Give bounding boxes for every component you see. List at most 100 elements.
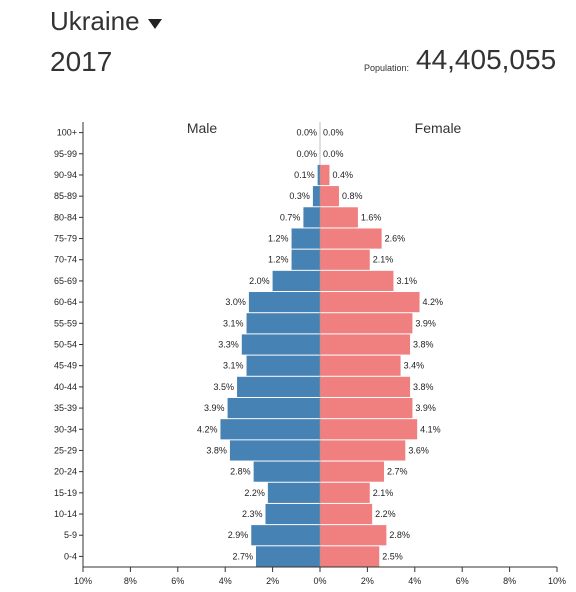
data-label-male: 3.1% — [223, 361, 244, 371]
x-tick-label: 10% — [548, 576, 566, 586]
bar-male — [317, 164, 320, 186]
data-label-male: 0.0% — [296, 149, 317, 159]
y-tick-label: 90-94 — [54, 170, 77, 180]
data-label-male: 4.2% — [197, 424, 218, 434]
bar-female — [320, 313, 413, 334]
data-label-female: 0.0% — [323, 128, 344, 138]
y-tick-label: 15-19 — [54, 488, 77, 498]
data-label-male: 3.1% — [223, 318, 244, 328]
bar-female — [320, 461, 384, 482]
y-tick-label: 50-54 — [54, 340, 77, 350]
data-label-female: 0.0% — [323, 149, 344, 159]
x-tick-label: 8% — [503, 576, 516, 586]
data-label-female: 4.2% — [423, 297, 444, 307]
data-label-male: 3.8% — [206, 445, 227, 455]
bar-male — [256, 546, 320, 567]
data-label-male: 1.2% — [268, 234, 289, 244]
bar-male — [312, 186, 320, 207]
bar-female — [320, 164, 330, 186]
data-label-male: 0.1% — [294, 170, 315, 180]
data-label-male: 3.0% — [225, 297, 246, 307]
y-tick-label: 20-24 — [54, 467, 77, 477]
y-tick-label: 25-29 — [54, 445, 77, 455]
y-tick-label: 5-9 — [64, 530, 77, 540]
data-label-female: 1.6% — [361, 212, 382, 222]
data-label-female: 3.8% — [413, 340, 434, 350]
population-pyramid-chart: Male Female 100+ 0.0% 0.0% 95-99 0.0% 0.0% 90-94… — [54, 120, 566, 586]
x-tick-label: 6% — [456, 576, 469, 586]
data-label-male: 0.3% — [289, 191, 310, 201]
y-tick-label: 100+ — [57, 128, 77, 138]
bar-female — [320, 355, 401, 376]
bar-female — [320, 525, 387, 546]
bar-female — [320, 482, 370, 503]
data-label-male: 3.3% — [218, 340, 239, 350]
bar-male — [251, 525, 320, 546]
data-label-female: 0.8% — [342, 191, 363, 201]
y-tick-label: 10-14 — [54, 509, 77, 519]
y-tick-label: 85-89 — [54, 191, 77, 201]
bar-male — [303, 207, 320, 228]
x-tick-label: 10% — [74, 576, 92, 586]
bar-male — [267, 482, 320, 503]
bar-male — [248, 292, 320, 313]
data-label-male: 2.8% — [230, 467, 251, 477]
data-label-female: 2.1% — [373, 488, 394, 498]
data-label-female: 2.6% — [385, 234, 406, 244]
legend-female-label: Female — [415, 120, 462, 136]
x-tick-label: 2% — [361, 576, 374, 586]
data-label-female: 3.8% — [413, 382, 434, 392]
bar-male — [246, 355, 320, 376]
data-label-female: 3.9% — [415, 403, 436, 413]
y-tick-label: 80-84 — [54, 212, 77, 222]
bar-female — [320, 376, 411, 397]
y-tick-label: 65-69 — [54, 276, 77, 286]
bar-male — [227, 397, 320, 419]
data-label-male: 1.2% — [268, 255, 289, 265]
bar-male — [237, 376, 320, 397]
bar-female — [320, 419, 418, 440]
chevron-down-icon[interactable] — [147, 18, 162, 29]
data-label-female: 2.8% — [389, 530, 410, 540]
data-label-female: 3.6% — [408, 445, 429, 455]
x-tick-label: 4% — [219, 576, 232, 586]
data-label-male: 2.7% — [232, 551, 253, 561]
bar-female — [320, 186, 339, 207]
data-label-male: 3.5% — [214, 382, 235, 392]
y-tick-label: 0-4 — [64, 551, 77, 561]
bar-male — [265, 503, 320, 525]
bar-male — [241, 334, 320, 355]
x-tick-label: 2% — [266, 576, 279, 586]
bar-female — [320, 270, 394, 292]
data-label-female: 3.1% — [396, 276, 417, 286]
y-tick-label: 75-79 — [54, 234, 77, 244]
y-tick-label: 45-49 — [54, 361, 77, 371]
bar-female — [320, 249, 370, 270]
year-label: 2017 — [50, 46, 113, 77]
country-name: Ukraine — [50, 6, 140, 36]
bar-male — [246, 313, 320, 334]
y-tick-label: 35-39 — [54, 403, 77, 413]
country-selector[interactable]: Ukraine — [50, 6, 162, 37]
bar-female — [320, 207, 358, 228]
x-tick-label: 8% — [124, 576, 137, 586]
bar-female — [320, 397, 413, 419]
data-label-female: 0.4% — [332, 170, 353, 180]
data-label-female: 2.2% — [375, 509, 396, 519]
legend-male-label: Male — [187, 120, 218, 136]
bar-male — [291, 228, 320, 249]
bar-male — [272, 270, 320, 292]
bar-female — [320, 228, 382, 249]
data-label-male: 2.9% — [228, 530, 249, 540]
data-label-female: 2.7% — [387, 467, 408, 477]
bar-male — [220, 419, 320, 440]
y-tick-label: 55-59 — [54, 318, 77, 328]
bar-male — [253, 461, 320, 482]
x-tick-label: 4% — [408, 576, 421, 586]
y-tick-label: 95-99 — [54, 149, 77, 159]
data-label-female: 2.1% — [373, 255, 394, 265]
data-label-male: 3.9% — [204, 403, 225, 413]
bar-female — [320, 440, 406, 461]
bar-male — [229, 440, 320, 461]
bar-female — [320, 334, 411, 355]
